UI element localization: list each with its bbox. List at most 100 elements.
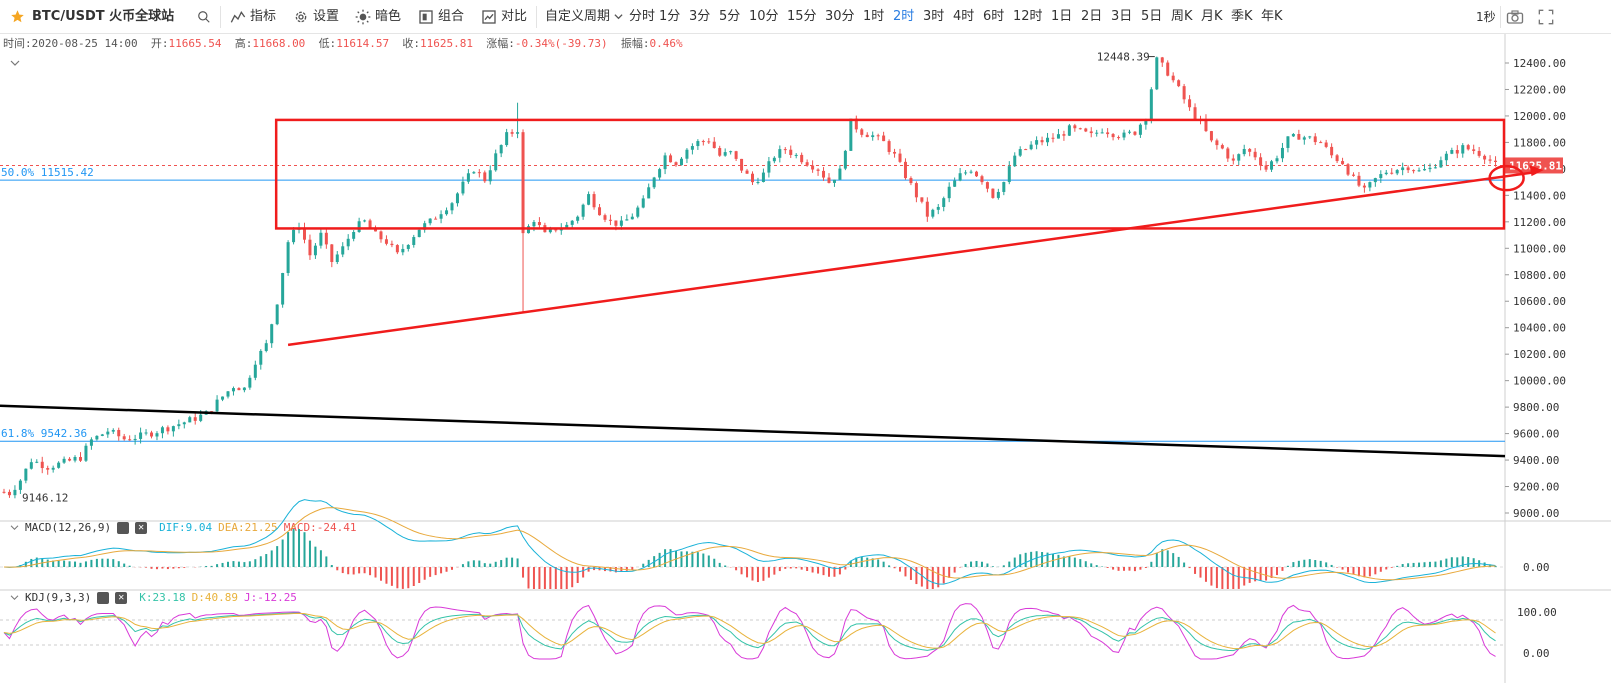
low-marker-label: 9146.12: [22, 492, 68, 505]
favorite-star-icon[interactable]: [10, 0, 25, 34]
candle-body: [1138, 124, 1142, 135]
period-9[interactable]: 3时: [923, 9, 945, 24]
fullscreen-icon[interactable]: [1538, 0, 1554, 34]
candle-body: [598, 207, 602, 216]
custom-period-dropdown[interactable]: 自定义周期: [545, 0, 623, 34]
candle-body: [876, 135, 880, 137]
candle-body: [756, 181, 760, 183]
candle-body: [767, 161, 771, 173]
candle-body: [128, 439, 132, 441]
period-7[interactable]: 1时: [863, 9, 885, 24]
chevron-down-icon[interactable]: [10, 524, 19, 531]
candle-body: [51, 467, 55, 470]
candlestick-chart[interactable]: 12400.0012200.0012000.0011800.0011600.00…: [0, 34, 1611, 683]
period-14[interactable]: 2日: [1081, 9, 1103, 24]
period-5[interactable]: 15分: [787, 9, 817, 24]
macd-settings-icon[interactable]: [117, 521, 130, 534]
kdj-settings-icon[interactable]: [97, 591, 110, 604]
candle-body: [679, 158, 683, 166]
candle-body: [461, 181, 465, 194]
period-12[interactable]: 12时: [1013, 9, 1043, 24]
period-4[interactable]: 10分: [749, 9, 779, 24]
symbol-name[interactable]: BTC/USDT 火币全球站: [32, 9, 175, 24]
combine-button[interactable]: 组合: [418, 0, 464, 34]
kdj-d-line: [3, 612, 1496, 650]
low-label: 低:: [318, 37, 337, 50]
candle-body: [592, 194, 596, 208]
candle-body: [1450, 149, 1454, 154]
period-2[interactable]: 3分: [689, 9, 711, 24]
candle-body: [1013, 155, 1017, 167]
settings-button[interactable]: 设置: [293, 0, 339, 34]
candle-body: [1166, 62, 1170, 76]
candle-body: [1171, 75, 1175, 81]
candle-body: [281, 273, 285, 305]
candle-body: [510, 132, 514, 134]
candle-body: [499, 145, 503, 154]
candle-body: [816, 169, 820, 171]
candle-body: [401, 248, 405, 253]
period-13[interactable]: 1日: [1051, 9, 1073, 24]
candle-body: [428, 218, 432, 224]
candle-body: [100, 434, 104, 436]
period-19[interactable]: 季K: [1231, 9, 1253, 24]
candle-body: [1122, 132, 1126, 138]
macd-close-icon[interactable]: ✕: [135, 521, 148, 534]
kdj-close-icon[interactable]: ✕: [115, 591, 128, 604]
candle-body: [324, 232, 328, 245]
candle-body: [1428, 167, 1432, 170]
camera-icon[interactable]: [1506, 0, 1524, 34]
candle-body: [576, 216, 580, 221]
candle-body: [455, 193, 459, 204]
period-3[interactable]: 5分: [719, 9, 741, 24]
dark-mode-button[interactable]: 暗色: [355, 0, 401, 34]
candle-body: [445, 210, 449, 215]
candle-body: [286, 242, 290, 274]
candle-body: [466, 173, 470, 182]
candle-body: [68, 458, 72, 461]
candle-body: [78, 457, 82, 461]
period-8[interactable]: 2时: [893, 9, 915, 24]
period-11[interactable]: 6时: [983, 9, 1005, 24]
candle-body: [532, 222, 536, 227]
candle-body: [745, 170, 749, 174]
candle-body: [1237, 154, 1241, 161]
period-17[interactable]: 周K: [1171, 9, 1193, 24]
period-16[interactable]: 5日: [1141, 9, 1163, 24]
candle-body: [133, 438, 137, 441]
candle-body: [292, 229, 296, 243]
search-icon[interactable]: [197, 0, 211, 34]
period-6[interactable]: 30分: [825, 9, 855, 24]
candle-body: [658, 169, 662, 178]
ohlc-info-bar: 时间:2020-08-25 14:00 开:11665.54 高:11668.0…: [3, 35, 683, 51]
candle-body: [434, 218, 438, 220]
range-box: [274, 118, 1506, 230]
current-price-label: 11625.81: [1509, 159, 1562, 172]
candle-body: [854, 118, 858, 130]
refresh-interval[interactable]: 1秒: [1476, 10, 1496, 24]
candle-body: [1264, 165, 1268, 170]
candle-body: [155, 433, 159, 437]
candle-body: [903, 161, 907, 179]
period-10[interactable]: 4时: [953, 9, 975, 24]
period-20[interactable]: 年K: [1261, 9, 1283, 24]
high-label: 高:: [234, 37, 253, 50]
period-15[interactable]: 3日: [1111, 9, 1133, 24]
candle-body: [1406, 167, 1410, 171]
chevron-down-icon[interactable]: [10, 594, 19, 601]
period-1[interactable]: 1分: [659, 9, 681, 24]
indicators-button[interactable]: 指标: [230, 0, 276, 34]
candle-body: [931, 209, 935, 217]
collapse-chevron-icon[interactable]: [10, 52, 20, 71]
candle-body: [625, 219, 629, 221]
candle-body: [1018, 149, 1022, 156]
candle-body: [1455, 149, 1459, 154]
compare-button[interactable]: 对比: [481, 0, 527, 34]
period-18[interactable]: 月K: [1201, 9, 1223, 24]
candle-body: [7, 491, 11, 496]
period-0[interactable]: 分时: [629, 9, 656, 24]
y-tick-label: 11200.00: [1513, 216, 1566, 229]
candle-body: [516, 132, 520, 134]
candle-body: [1379, 174, 1383, 179]
kdj-j-line: [3, 603, 1496, 660]
